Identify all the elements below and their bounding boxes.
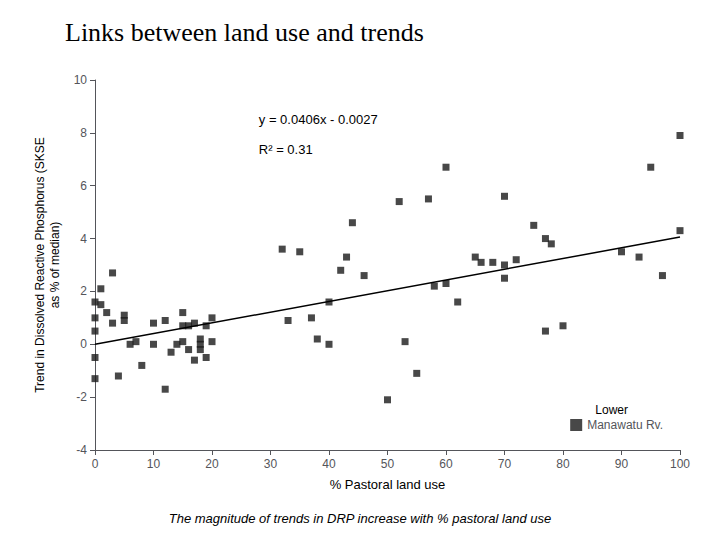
svg-text:40: 40 bbox=[322, 457, 336, 471]
svg-text:6: 6 bbox=[80, 179, 87, 193]
svg-text:60: 60 bbox=[439, 457, 453, 471]
svg-text:0: 0 bbox=[92, 457, 99, 471]
svg-text:10: 10 bbox=[147, 457, 161, 471]
svg-text:10: 10 bbox=[74, 73, 88, 87]
svg-text:-4: -4 bbox=[76, 443, 87, 457]
svg-text:80: 80 bbox=[556, 457, 570, 471]
svg-text:as % of median): as % of median) bbox=[48, 222, 62, 309]
svg-text:50: 50 bbox=[381, 457, 395, 471]
svg-text:70: 70 bbox=[498, 457, 512, 471]
svg-text:Trend in Dissolved Reactive Ph: Trend in Dissolved Reactive Phosphorus (… bbox=[33, 137, 47, 393]
svg-text:100: 100 bbox=[670, 457, 690, 471]
svg-text:2: 2 bbox=[80, 284, 87, 298]
svg-text:4: 4 bbox=[80, 232, 87, 246]
svg-text:30: 30 bbox=[264, 457, 278, 471]
svg-text:R² = 0.31: R² = 0.31 bbox=[259, 142, 313, 157]
svg-text:0: 0 bbox=[80, 337, 87, 351]
svg-text:90: 90 bbox=[615, 457, 629, 471]
svg-text:Links between land use and tre: Links between land use and trends bbox=[65, 18, 424, 47]
svg-text:-2: -2 bbox=[76, 390, 87, 404]
svg-text:The magnitude of trends in DRP: The magnitude of trends in DRP increase … bbox=[169, 511, 552, 526]
svg-text:Manawatu Rv.: Manawatu Rv. bbox=[587, 418, 663, 432]
svg-text:y = 0.0406x - 0.0027: y = 0.0406x - 0.0027 bbox=[259, 112, 378, 127]
svg-text:20: 20 bbox=[205, 457, 219, 471]
svg-text:% Pastoral land use: % Pastoral land use bbox=[330, 477, 446, 492]
svg-text:Lower: Lower bbox=[595, 403, 628, 417]
svg-text:8: 8 bbox=[80, 126, 87, 140]
